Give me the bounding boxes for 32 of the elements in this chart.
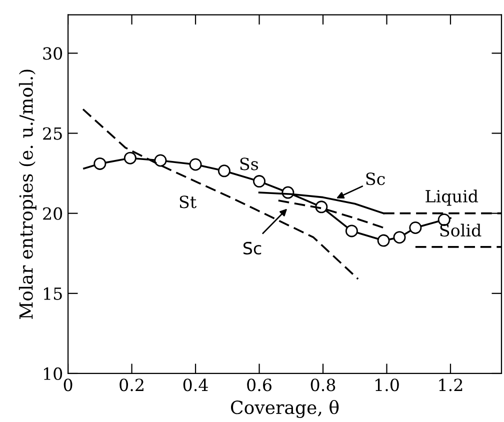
point: [393, 231, 406, 244]
point: [189, 158, 202, 171]
point: [124, 152, 136, 164]
y-tick-label: 20: [43, 207, 62, 220]
x-tick-label: 0.6: [247, 378, 272, 392]
x-tick-label: 1.0: [376, 378, 399, 392]
point: [94, 157, 106, 170]
x-axis-title: Coverage, θ: [230, 400, 339, 418]
series-label: St: [180, 196, 196, 208]
point: [253, 175, 266, 188]
x-tick-label: 0.2: [120, 378, 144, 392]
x-tick-label: 0.4: [183, 378, 208, 392]
point: [377, 234, 390, 247]
series-label: Sc: [366, 172, 385, 186]
series-label: Ss: [240, 158, 258, 170]
x-tick-label: 1.2: [439, 378, 462, 392]
annotation: S̄c: [243, 242, 262, 255]
annotation: Liquid: [426, 190, 478, 206]
x-tick-label: 0.8: [310, 378, 336, 392]
y-tick-label: 30: [43, 47, 62, 60]
point: [409, 222, 422, 234]
point: [218, 164, 230, 178]
point: [154, 154, 167, 167]
y-axis-title: Molar entropies (e. u./mol.): [18, 70, 36, 320]
annotation: Solid: [440, 224, 482, 237]
x-tick-label: 0: [64, 378, 72, 392]
point: [345, 224, 358, 238]
y-tick-label: 10: [44, 367, 62, 380]
y-tick-label: 15: [44, 287, 62, 300]
point: [315, 200, 328, 214]
y-tick-label: 25: [43, 127, 62, 140]
line-series: [277, 200, 384, 229]
